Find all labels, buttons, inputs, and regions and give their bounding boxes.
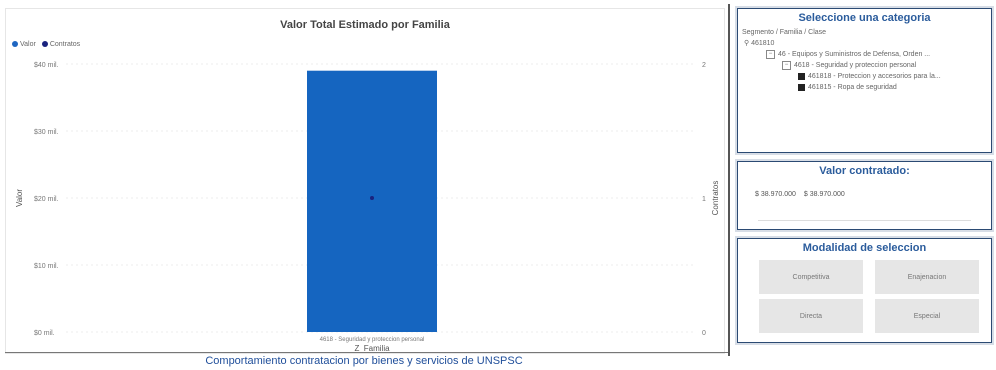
tree-item-class[interactable]: 461818 - Proteccion y accesorios para la…: [742, 71, 991, 82]
legend-dot-valor: [12, 41, 18, 48]
category-filter-panel: Seleccione una categoria Segmento / Fami…: [737, 8, 992, 153]
search-icon: ⚲: [744, 40, 750, 47]
x-axis-label: Z_Familia: [354, 344, 390, 353]
tree-header: Segmento / Familia / Clase: [742, 29, 827, 36]
modalidad-panel: Modalidad de seleccion Competitiva Enaje…: [737, 238, 992, 343]
tree-item-label: 4618 - Seguridad y proteccion personal: [794, 62, 917, 69]
checked-checkbox-icon[interactable]: [798, 72, 805, 80]
checked-checkbox-icon[interactable]: [798, 83, 805, 91]
bar-chart: $0 mil. $10 mil. $20 mil. $30 mil. $40 mil. 0…: [15, 62, 720, 353]
y2-tick-label: 2: [702, 62, 706, 69]
range-max-input[interactable]: $ 38.970.000: [803, 191, 845, 198]
y2-axis-label: Contratos: [711, 181, 720, 216]
tree-search-value: 461810: [751, 40, 775, 47]
tree-item-label: 461818 - Proteccion y accesorios para la…: [808, 73, 941, 80]
valor-contratado-panel: Valor contratado: $ 38.970.000 $ 38.970.…: [737, 161, 992, 230]
legend-dot-contratos: [41, 41, 48, 48]
tree-item-family[interactable]: −4618 - Seguridad y proteccion personal: [742, 60, 991, 71]
bar: [307, 70, 437, 332]
legend-item-contratos[interactable]: Contratos: [41, 41, 81, 48]
range-slider[interactable]: [758, 220, 971, 221]
report-footer-title: Comportamiento contratacion por bienes y…: [205, 355, 523, 367]
chart-panel: Valor Total Estimado por Familia Valor C…: [5, 8, 725, 354]
data-point: [370, 196, 374, 200]
valor-contratado-title: Valor contratado:: [819, 165, 910, 177]
chart-title: Valor Total Estimado por Familia: [280, 19, 450, 31]
y2-tick-label: 0: [702, 330, 706, 337]
range-values: $ 38.970.000 $ 38.970.000: [738, 177, 991, 198]
panel-divider: [728, 4, 730, 356]
y-tick-label: $20 mil.: [34, 196, 59, 203]
legend-label-contratos: Contratos: [49, 41, 81, 48]
directa-button[interactable]: Directa: [759, 299, 863, 333]
enajenacion-button[interactable]: Enajenacion: [875, 260, 979, 294]
category-filter-title: Seleccione una categoria: [798, 12, 931, 24]
tree-item-label: 46 - Equipos y Suministros de Defensa, O…: [778, 51, 931, 58]
modalidad-title: Modalidad de seleccion: [802, 242, 927, 254]
x-tick-label: 4618 - Seguridad y proteccion personal: [320, 337, 425, 343]
y-tick-label: $30 mil.: [34, 129, 59, 136]
y-tick-label: $40 mil.: [34, 62, 59, 69]
legend-label-valor: Valor: [20, 41, 36, 48]
tree-item-segment[interactable]: −46 - Equipos y Suministros de Defensa, …: [742, 49, 991, 60]
range-min-input[interactable]: $ 38.970.000: [755, 191, 796, 198]
collapse-icon[interactable]: −: [766, 49, 775, 59]
collapse-icon[interactable]: −: [782, 60, 791, 70]
category-tree: Segmento / Familia / Clase ⚲ 461810 −46 …: [738, 24, 991, 93]
modalidad-buttons: Competitiva Enajenacion Directa Especial: [738, 254, 991, 333]
y-tick-label: $10 mil.: [34, 263, 59, 270]
y2-tick-label: 1: [702, 196, 706, 203]
competitiva-button[interactable]: Competitiva: [759, 260, 863, 294]
legend-item-valor[interactable]: Valor: [12, 41, 36, 48]
tree-item-class[interactable]: 461815 - Ropa de seguridad: [742, 82, 991, 93]
chart-legend: Valor Contratos: [12, 41, 80, 48]
y-tick-label: $0 mil.: [34, 330, 55, 337]
especial-button[interactable]: Especial: [875, 299, 979, 333]
divider: [5, 352, 728, 353]
tree-search-row[interactable]: ⚲ 461810: [742, 38, 991, 49]
tree-item-label: 461815 - Ropa de seguridad: [808, 84, 897, 91]
y-axis-label: Valor: [15, 189, 24, 207]
